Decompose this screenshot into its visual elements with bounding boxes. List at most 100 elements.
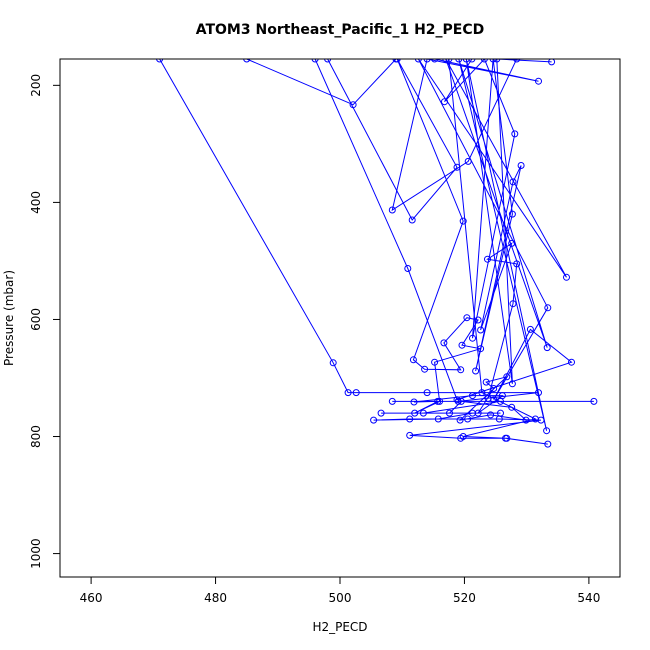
x-tick-label: 520: [453, 591, 476, 605]
data-point: [468, 59, 476, 63]
data-point: [324, 59, 332, 63]
data-point: [508, 380, 516, 388]
data-point: [436, 397, 444, 405]
data-point: [563, 273, 570, 281]
data-point: [484, 255, 491, 263]
x-tick-label: 540: [577, 591, 600, 605]
data-point: [477, 345, 485, 353]
data-point: [156, 59, 164, 63]
data-point: [458, 341, 466, 349]
data-point: [517, 162, 525, 169]
y-axis: 200 400 600 800 1000: [29, 74, 61, 569]
y-tick-label: 400: [29, 191, 43, 214]
data-point: [329, 359, 337, 367]
data-point: [522, 416, 530, 424]
data-point: [544, 440, 552, 448]
data-point: [456, 416, 464, 424]
data-point: [440, 339, 448, 347]
series-line-4: [327, 59, 528, 421]
data-point: [421, 365, 429, 373]
data-point: [455, 59, 463, 63]
data-point: [410, 398, 418, 406]
data-point: [526, 325, 534, 333]
data-point: [489, 59, 497, 63]
data-point: [311, 59, 319, 63]
data-point: [477, 326, 485, 334]
data-point: [459, 433, 467, 440]
data-point: [453, 163, 461, 171]
data-point: [393, 59, 401, 63]
data-point: [414, 59, 422, 63]
data-point: [442, 59, 450, 63]
data-point: [423, 389, 431, 397]
data-point: [474, 409, 482, 417]
data-point: [590, 397, 598, 405]
data-point: [535, 77, 542, 85]
data-point: [498, 392, 506, 400]
data-point: [544, 304, 552, 312]
data-point: [457, 366, 465, 374]
x-tick-label: 460: [80, 591, 103, 605]
data-point: [462, 59, 470, 63]
data-point: [446, 409, 453, 417]
y-tick-label: 800: [29, 425, 43, 448]
data-point: [508, 403, 516, 411]
series-line-2: [246, 59, 539, 399]
data-point: [463, 314, 471, 322]
data-point: [409, 356, 417, 364]
x-tick-label: 500: [329, 591, 352, 605]
data-point: [493, 59, 501, 63]
y-tick-label: 600: [29, 308, 43, 331]
data-point: [406, 431, 414, 439]
data-point: [472, 367, 480, 375]
data-point: [480, 59, 488, 63]
data-point: [352, 389, 360, 397]
data-point: [509, 300, 517, 308]
data-point: [431, 358, 439, 366]
data-point: [243, 59, 251, 63]
data-point: [434, 397, 442, 405]
data-point: [419, 409, 427, 417]
data-point: [482, 378, 490, 386]
x-axis-label: H2_PECD: [312, 620, 367, 634]
data-point: [548, 59, 556, 66]
data-point: [408, 216, 416, 224]
data-point: [543, 427, 551, 435]
data-point: [457, 397, 465, 405]
data-point: [388, 206, 396, 214]
data-point: [502, 434, 509, 442]
data-point: [490, 385, 498, 392]
data-point: [453, 396, 461, 404]
data-point: [370, 416, 378, 424]
data-point: [531, 415, 539, 423]
data-point: [377, 409, 385, 417]
series-line-3: [314, 59, 573, 431]
data-point: [543, 344, 551, 352]
data-point: [474, 316, 482, 324]
data-point: [503, 373, 511, 381]
data-point: [469, 334, 476, 342]
data-point: [487, 411, 495, 419]
data-point: [511, 130, 519, 138]
data-point: [513, 59, 521, 63]
x-axis: 460 480 500 520 540: [80, 576, 600, 605]
x-tick-label: 480: [204, 591, 227, 605]
y-tick-label: 200: [29, 74, 43, 97]
data-point: [431, 59, 439, 63]
data-point: [568, 358, 575, 366]
data-point: [406, 415, 414, 423]
data-point: [388, 397, 396, 405]
data-point: [423, 59, 431, 63]
data-point: [344, 389, 352, 397]
data-point: [404, 265, 412, 272]
data-point: [508, 210, 516, 218]
data-point: [459, 217, 467, 225]
data-point: [411, 409, 419, 417]
y-axis-label: Pressure (mbar): [2, 270, 16, 366]
chart-title: ATOM3 Northeast_Pacific_1 H2_PECD: [196, 22, 485, 38]
plot-area: [156, 59, 598, 448]
data-point: [509, 178, 517, 186]
